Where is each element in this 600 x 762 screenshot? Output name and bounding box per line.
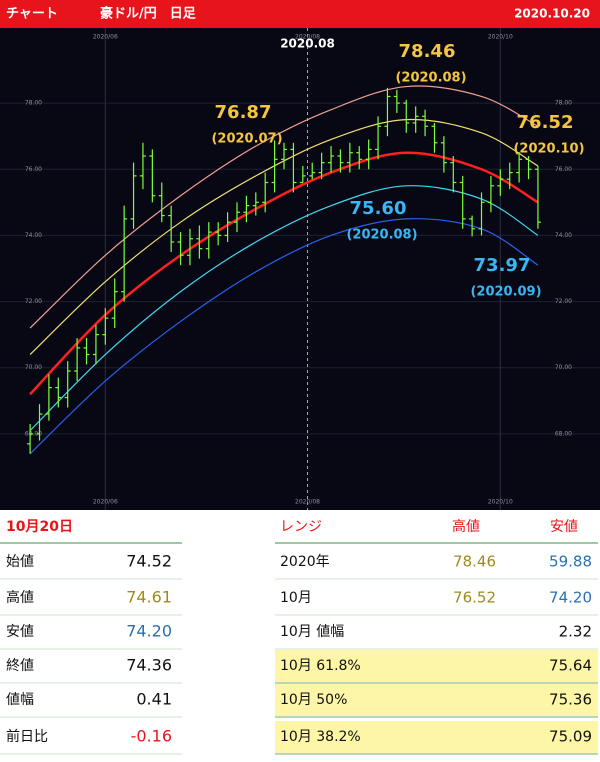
header-bar [0, 0, 600, 28]
marker-label: 2020.08 [280, 37, 335, 51]
y-tick-label: 68.00 [25, 430, 42, 437]
y-tick-label-right: 74.00 [555, 232, 572, 239]
daily-value: 74.52 [126, 552, 172, 571]
x-tick-label: 2020/10 [488, 34, 513, 41]
fib-value: 75.64 [549, 657, 592, 675]
fib-row [275, 721, 598, 753]
y-tick-label: 78.00 [25, 100, 42, 107]
daily-label: 始値 [6, 554, 34, 570]
y-tick-label-right: 68.00 [555, 430, 572, 437]
range-high: 76.52 [453, 589, 496, 607]
daily-label: 高値 [6, 589, 34, 606]
annotation-value: 78.46 [399, 41, 456, 62]
daily-label: 値幅 [6, 692, 34, 708]
annotation-value: 75.60 [350, 198, 407, 219]
fib-label: 10月 50% [280, 692, 347, 708]
daily-value: -0.16 [131, 727, 172, 746]
fib-label: 10月 61.8% [280, 658, 361, 674]
x-tick-label: 2020/06 [93, 34, 118, 41]
daily-value: 0.41 [136, 690, 172, 709]
range-high: 78.46 [453, 553, 496, 571]
y-tick-label-right: 76.00 [555, 166, 572, 173]
daily-label: 終値 [6, 658, 34, 674]
y-tick-label-right: 70.00 [555, 364, 572, 371]
y-tick-label: 70.00 [25, 364, 42, 371]
annotation-value: 76.87 [215, 102, 272, 123]
range-header: レンジ [280, 519, 322, 535]
daily-value: 74.61 [126, 588, 172, 607]
header-left: チャート [6, 7, 58, 22]
band-line [29, 85, 539, 329]
x-tick-label-bottom: 2020/06 [93, 499, 118, 506]
daily-label: 安値 [6, 624, 34, 640]
band-line [29, 118, 539, 355]
range-header: 安値 [550, 519, 578, 535]
header-title: 豪ドル/円 日足 [100, 6, 197, 22]
range-low: 2.32 [559, 623, 592, 641]
range-low: 74.20 [549, 589, 592, 607]
range-header: 高値 [452, 518, 480, 535]
fib-value: 75.36 [549, 691, 592, 709]
fib-row [275, 684, 598, 716]
band-line [29, 218, 539, 455]
y-tick-label-right: 72.00 [555, 298, 572, 305]
range-low: 59.88 [549, 553, 592, 571]
x-tick-label-bottom: 2020/08 [295, 499, 320, 506]
fib-label: 10月 38.2% [280, 729, 361, 745]
annotation-value: 73.97 [474, 255, 531, 276]
annotation-date: (2020.08) [395, 71, 466, 86]
range-label: 2020年 [280, 554, 330, 570]
y-tick-label: 76.00 [25, 166, 42, 173]
annotation-date: (2020.09) [470, 285, 541, 300]
range-label: 10月 [280, 590, 312, 606]
fib-row [275, 650, 598, 682]
daily-label: 前日比 [6, 728, 48, 745]
y-tick-label: 72.00 [25, 298, 42, 305]
annotation-date: (2020.08) [346, 228, 417, 243]
y-tick-label: 74.00 [25, 232, 42, 239]
header-date: 2020.10.20 [514, 7, 590, 21]
x-tick-label: 2020/08 [295, 34, 320, 41]
daily-value: 74.20 [126, 622, 172, 641]
daily-value: 74.36 [126, 656, 172, 675]
range-label: 10月 値幅 [280, 624, 344, 640]
y-tick-label-right: 78.00 [555, 100, 572, 107]
annotation-date: (2020.10) [513, 142, 584, 157]
annotation-date: (2020.07) [211, 132, 282, 147]
band-line [29, 185, 539, 432]
fib-value: 75.09 [549, 728, 592, 746]
x-tick-label-bottom: 2020/10 [488, 499, 513, 506]
annotation-value: 76.52 [517, 112, 574, 133]
daily-title: 10月20日 [6, 519, 73, 535]
